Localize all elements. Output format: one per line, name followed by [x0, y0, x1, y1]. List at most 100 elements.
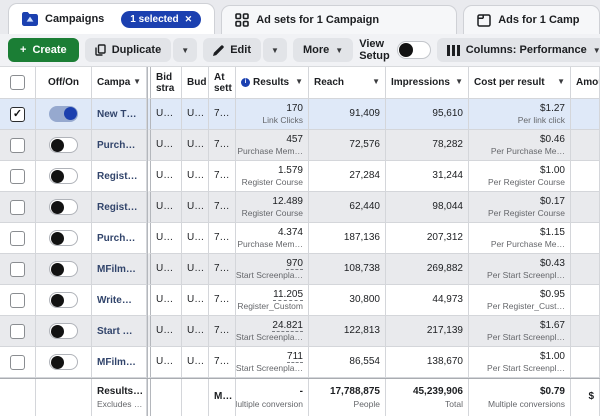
campaign-name-link[interactable]: Regist… [97, 201, 138, 213]
row-checkbox[interactable]: ✓ [10, 106, 25, 122]
tab-ads-label: Ads for 1 Camp [498, 14, 580, 26]
results-value[interactable]: 711 [287, 350, 303, 363]
header-results[interactable]: i Results ▼ [236, 67, 309, 99]
campaign-off-on-toggle[interactable] [49, 323, 78, 339]
campaign-off-on-toggle[interactable] [49, 292, 78, 308]
campaign-name-link[interactable]: MFilm… [97, 263, 136, 275]
campaign-off-on-toggle[interactable] [49, 137, 78, 153]
campaign-off-on-toggle[interactable] [49, 230, 78, 246]
campaign-name-link[interactable]: Write… [97, 294, 132, 306]
impressions-cell: 98,044 [386, 192, 469, 223]
columns-button[interactable]: Columns: Performance ▼ [436, 38, 600, 62]
campaign-off-on-toggle[interactable] [49, 168, 78, 184]
results-type-label: Start Screenpla… [236, 332, 303, 343]
results-value[interactable]: 11.205 [273, 288, 303, 301]
campaign-name-link[interactable]: Regist… [97, 170, 138, 182]
view-setup-toggle[interactable] [396, 41, 431, 59]
impressions-cell: 95,610 [386, 99, 469, 130]
duplicate-button[interactable]: Duplicate [84, 38, 172, 62]
campaign-off-on-toggle[interactable] [49, 261, 78, 277]
badge-close-icon[interactable]: ✕ [184, 13, 193, 24]
view-setup-label: View Setup [359, 38, 390, 62]
results-value[interactable]: 1.579 [277, 164, 303, 176]
impressions-cell: 78,282 [386, 130, 469, 161]
reach-cell: 86,554 [309, 347, 386, 378]
create-button[interactable]: + Create [8, 38, 79, 62]
footer-subtitle: Excludes … [97, 398, 143, 409]
budget-cell: U… [182, 285, 209, 316]
campaign-off-on-toggle[interactable] [49, 354, 78, 370]
results-value[interactable]: 24.821 [272, 319, 303, 332]
header-reach[interactable]: Reach ▼ [309, 67, 386, 99]
results-cell: 970 Start Screenpla… [236, 254, 309, 285]
campaign-name-cell: MFilm… [92, 347, 147, 378]
tab-ads[interactable]: Ads for 1 Camp [463, 5, 600, 34]
budget-cell: U… [182, 254, 209, 285]
row-checkbox[interactable] [10, 137, 25, 153]
campaign-name-cell: New T… [92, 99, 147, 130]
campaign-name-link[interactable]: Purch… [97, 139, 136, 151]
footer-reach-total: 17,788,875 People [309, 379, 386, 416]
cost-per-result-cell: $1.00 Per Start Screenpl… [469, 347, 571, 378]
attribution-cell: 7… [209, 285, 236, 316]
row-checkbox[interactable] [10, 354, 25, 370]
duplicate-button-label: Duplicate [111, 44, 162, 56]
row-checkbox[interactable] [10, 292, 25, 308]
header-campaign[interactable]: Campa ▼ [92, 67, 147, 99]
campaign-name-link[interactable]: Start … [97, 325, 133, 337]
cost-type-label: Per Register Course [487, 177, 565, 188]
attribution-cell: 7… [209, 99, 236, 130]
row-checkbox[interactable] [10, 168, 25, 184]
results-value[interactable]: 4.374 [277, 226, 303, 238]
budget-cell: U… [182, 99, 209, 130]
edit-dropdown-button[interactable]: ▼ [262, 38, 287, 62]
sort-caret-icon: ▼ [295, 77, 303, 87]
bid-strategy-cell: U… [147, 223, 182, 254]
more-button[interactable]: More ▼ [292, 38, 354, 62]
copy-icon [94, 44, 106, 56]
header-off-on[interactable]: Off/On [36, 67, 92, 99]
cost-type-label: Per Purchase Me… [490, 146, 565, 157]
results-type-label: Register Course [241, 177, 303, 188]
results-value[interactable]: 12.489 [272, 195, 303, 207]
select-all-checkbox[interactable] [10, 75, 25, 90]
row-checkbox[interactable] [10, 323, 25, 339]
campaign-name-link[interactable]: MFilm… [97, 356, 136, 368]
row-checkbox[interactable] [10, 230, 25, 246]
tab-campaigns[interactable]: Campaigns 1 selected ✕ [8, 3, 216, 34]
campaign-name-link[interactable]: Purch… [97, 232, 136, 244]
header-campaign-label: Campa [97, 77, 131, 88]
row-checkbox[interactable] [10, 261, 25, 277]
results-type-label: Register Course [241, 208, 303, 219]
campaign-off-on-toggle[interactable] [49, 199, 78, 215]
edit-button-label: Edit [230, 44, 251, 56]
header-amount-spent[interactable]: Amoun [571, 67, 600, 99]
footer-cost-total: $0.79 Multiple conversions [469, 379, 571, 416]
header-impressions[interactable]: Impressions ▼ [386, 67, 469, 99]
campaign-name-cell: Regist… [92, 161, 147, 192]
table-row: Write… U… U… 7… 11.205 Register_Custom 3… [0, 285, 600, 316]
campaign-off-on-toggle[interactable] [49, 106, 78, 122]
results-value[interactable]: 970 [286, 257, 303, 270]
results-value[interactable]: 170 [286, 102, 303, 114]
results-value[interactable]: 457 [286, 133, 303, 145]
results-cell: 11.205 Register_Custom [236, 285, 309, 316]
level-tabbar: Campaigns 1 selected ✕ Ad sets for 1 Cam… [0, 0, 600, 34]
row-checkbox[interactable] [10, 199, 25, 215]
edit-button[interactable]: Edit [203, 38, 261, 62]
campaign-name-link[interactable]: New T… [97, 108, 137, 120]
header-cost-per-result[interactable]: Cost per result ▼ [469, 67, 571, 99]
header-budget[interactable]: Bud [182, 67, 209, 99]
cost-type-label: Per Purchase Me… [490, 239, 565, 250]
header-checkbox-cell [0, 67, 36, 99]
tab-adsets[interactable]: Ad sets for 1 Campaign [221, 5, 458, 34]
header-attribution[interactable]: At sett [209, 67, 236, 99]
toggle-knob [51, 231, 64, 245]
results-type-label: Purchase Mem… [237, 239, 303, 250]
header-bid-strategy[interactable]: Bid stra [147, 67, 182, 99]
footer-empty-cell [182, 379, 209, 416]
amount-spent-cell [571, 99, 600, 130]
reach-cell: 91,409 [309, 99, 386, 130]
duplicate-dropdown-button[interactable]: ▼ [173, 38, 198, 62]
